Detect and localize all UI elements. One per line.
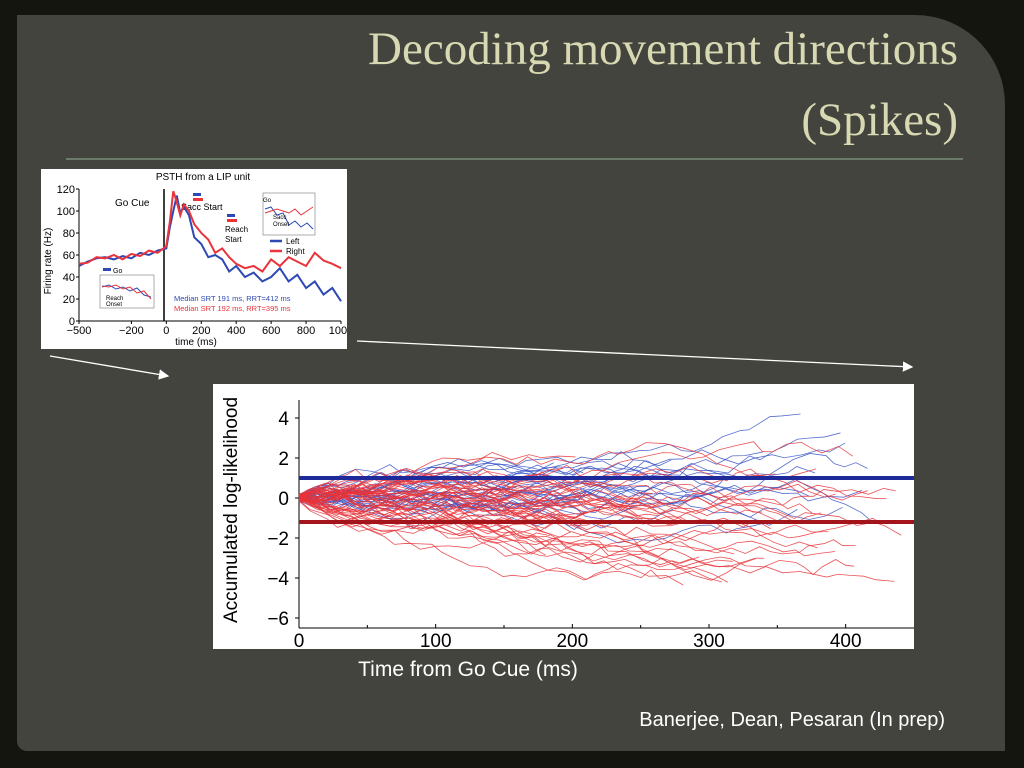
decoding-trace — [298, 442, 817, 496]
psth-inset2-reach-1: Reach — [106, 296, 123, 302]
psth-inset2-right-trace — [101, 284, 152, 300]
psth-series-left — [78, 195, 342, 302]
psth-y-tick-label: 60 — [63, 250, 75, 262]
decoding-trace — [298, 493, 765, 568]
decoding-trace — [298, 469, 659, 517]
slide-title-subtitle: (Spikes) — [801, 94, 958, 146]
psth-axes: 0 20 40 60 80 100 120 −500 −200 0 200 400 600 800 1000 — [57, 184, 347, 337]
psth-y-tick-label: 100 — [57, 206, 75, 218]
decoding-x-tick-label: 100 — [420, 631, 452, 649]
decoding-trace — [298, 489, 882, 545]
psth-inset2-reach-2: Onset — [106, 302, 122, 308]
psth-figure: PSTH from a LIP unit Firing rate (Hz) ti… — [41, 169, 347, 349]
decoding-x-tick-label: 0 — [294, 631, 305, 649]
decoding-trace — [298, 482, 756, 581]
psth-series-right — [78, 190, 342, 273]
psth-ylabel: Firing rate (Hz) — [43, 228, 54, 295]
psth-x-tick-label: 0 — [163, 325, 169, 337]
decoding-trace — [298, 494, 663, 528]
psth-x-tick-label: 200 — [192, 325, 210, 337]
decoding-trace — [298, 462, 650, 498]
psth-x-tick-label: 800 — [297, 325, 315, 337]
psth-inset-go: Go — [263, 198, 272, 204]
decoding-traces — [298, 413, 902, 586]
decoding-trace — [298, 500, 855, 576]
psth-x-tick-label: 600 — [262, 325, 280, 337]
psth-median-red: Median SRT 192 ms, RRT=395 ms — [174, 304, 291, 313]
psth-inset-saccade: Go Sacc Onset Left Right — [262, 192, 316, 256]
decoding-trace — [298, 492, 567, 523]
psth-inset-sacc-1: Sacc — [273, 215, 286, 221]
decoding-xlabel: Time from Go Cue (ms) — [358, 658, 578, 681]
psth-sacc-start-label: Sacc Start — [181, 202, 223, 212]
psth-go-cue-label: Go Cue — [115, 198, 150, 209]
decoding-y-tick-label: −4 — [267, 569, 289, 590]
psth-x-tick-label: 400 — [227, 325, 245, 337]
decoding-x-tick-label: 400 — [830, 631, 862, 649]
decoding-trace — [298, 471, 653, 504]
psth-title: PSTH from a LIP unit — [156, 172, 251, 183]
decoding-y-tick-label: −2 — [267, 529, 289, 550]
decoding-trace — [298, 497, 735, 555]
decoding-trace — [298, 495, 684, 586]
decoding-y-tick-label: 0 — [278, 489, 289, 510]
decoding-y-tick-label: 4 — [278, 409, 289, 430]
decoding-y-tick-label: 2 — [278, 449, 289, 470]
decoding-figure: Accumulated log-likelihood 4 2 0 −2 −4 −6 0 100… — [213, 384, 914, 649]
psth-inset2-left-trace — [101, 284, 152, 298]
psth-reach-marker-red — [227, 219, 237, 222]
decoding-trace — [298, 490, 581, 518]
decoding-trace — [298, 480, 603, 526]
psth-inset-right-trace — [264, 206, 314, 216]
decoding-y-tick-label: −6 — [267, 609, 289, 630]
decoding-x-tick-label: 200 — [556, 631, 588, 649]
psth-x-tick-label: −500 — [67, 325, 92, 337]
psth-inset-sacc-2: Onset — [273, 222, 289, 228]
psth-legend-left: Left — [286, 237, 300, 246]
decoding-trace — [298, 464, 887, 502]
citation: Banerjee, Dean, Pesaran (In prep) — [639, 709, 945, 731]
psth-inset2-go: Go — [113, 268, 122, 275]
psth-inset-reach: Go Reach Onset — [99, 268, 155, 309]
psth-sacc-marker-red — [193, 198, 203, 201]
psth-sacc-marker-blue — [193, 193, 201, 196]
psth-y-tick-label: 0 — [69, 316, 75, 328]
decoding-chart: Accumulated log-likelihood 4 2 0 −2 −4 −6 0 100… — [221, 397, 914, 649]
title-divider — [66, 158, 963, 160]
psth-x-tick-label: −200 — [119, 325, 144, 337]
decoding-x-tick-label: 300 — [693, 631, 725, 649]
decoding-trace — [298, 485, 777, 521]
psth-reach-label-1: Reach — [225, 225, 248, 234]
psth-xlabel: time (ms) — [175, 337, 217, 348]
decoding-thresholds — [299, 476, 914, 524]
decoding-axes: 4 2 0 −2 −4 −6 0 100 200 300 400 — [267, 400, 914, 649]
psth-legend-right: Right — [286, 247, 305, 256]
psth-y-tick-label: 80 — [63, 228, 75, 240]
decoding-trace — [298, 432, 841, 499]
psth-inset2-marker — [103, 268, 111, 271]
psth-chart: PSTH from a LIP unit Firing rate (Hz) ti… — [43, 172, 347, 348]
psth-y-tick-label: 120 — [57, 184, 75, 196]
psth-reach-label-2: Start — [225, 235, 243, 244]
decoding-trace — [298, 495, 707, 527]
psth-y-tick-label: 20 — [63, 294, 75, 306]
psth-x-tick-label: 1000 — [329, 325, 347, 337]
psth-inset-left-trace — [264, 206, 314, 230]
decoding-trace — [298, 479, 629, 509]
psth-reach-marker-blue — [227, 214, 235, 217]
psth-y-tick-label: 40 — [63, 272, 75, 284]
slide-title: Decoding movement directions — [368, 23, 958, 75]
decoding-ylabel: Accumulated log-likelihood — [221, 397, 242, 623]
decoding-trace — [298, 480, 868, 508]
decoding-trace — [298, 451, 764, 505]
decoding-trace — [298, 497, 540, 521]
psth-lines — [78, 190, 342, 302]
psth-median-blue: Median SRT 191 ms, RRT=412 ms — [174, 294, 291, 303]
